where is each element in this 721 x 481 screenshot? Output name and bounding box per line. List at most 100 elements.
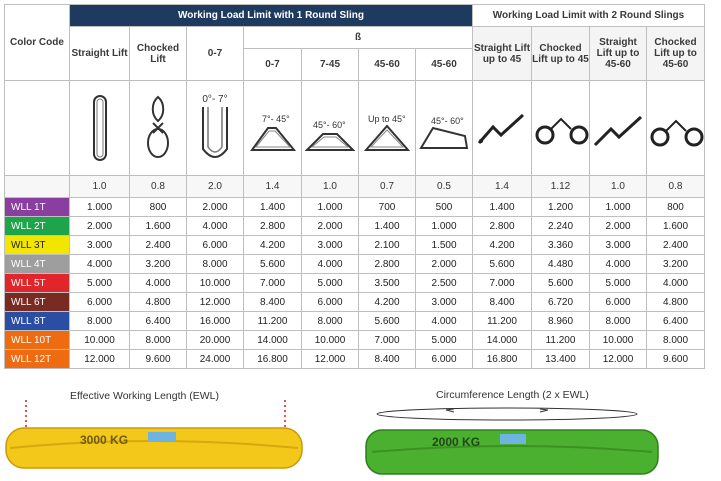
angle-up-to-45-label: Up to 45°: [368, 114, 406, 124]
beta-45-60-header-a: 45-60: [358, 48, 416, 81]
factor-cell: 2.0: [186, 175, 244, 198]
one-sling-header: Working Load Limit with 1 Round Sling: [69, 4, 473, 27]
table-row: WLL 4T 4.000 3.200 8.000 5.600 4.000 2.800 2.00…: [4, 254, 705, 274]
wll-value-cell: 4.480: [531, 254, 590, 274]
wll-value-cell: 12.000: [589, 349, 647, 369]
wll-value-cell: 10.000: [69, 330, 130, 350]
table-row: WLL 3T 3.000 2.400 6.000 4.200 3.000 2.100 1.50…: [4, 235, 705, 255]
factor-cell: 1.4: [472, 175, 532, 198]
wll-value-cell: 8.000: [129, 330, 187, 350]
chocked-up-to-45-60-header: Chocked Lift up to 45-60: [646, 26, 705, 81]
color-code-cell: WLL 6T: [4, 292, 70, 312]
wll-value-cell: 4.000: [69, 254, 130, 274]
chocked-up-to-45-header: Chocked Lift up to 45: [531, 26, 590, 81]
wll-value-cell: 3.000: [415, 292, 473, 312]
table-row: WLL 1T 1.000 800 2.000 1.400 1.000 700 500 1.400…: [4, 197, 705, 217]
wll-value-cell: 500: [415, 197, 473, 217]
wll-value-cell: 13.400: [531, 349, 590, 369]
wll-value-cell: 8.400: [243, 292, 302, 312]
wll-value-cell: 6.000: [415, 349, 473, 369]
wll-value-cell: 6.720: [531, 292, 590, 312]
table-row: WLL 10T 10.000 8.000 20.000 14.000 10.000 7.00…: [4, 330, 705, 350]
factor-cell: 1.4: [243, 175, 302, 198]
basket-45-60-icon: 45°- 60°: [301, 80, 359, 176]
empty-icon-cell: [4, 80, 70, 176]
wll-value-cell: 6.000: [301, 292, 359, 312]
factor-cell: 0.8: [129, 175, 187, 198]
wll-value-cell: 4.000: [589, 254, 647, 274]
ewl-label: Effective Working Length (EWL): [70, 390, 220, 402]
basket-0-7-icon: 0°- 7°: [186, 80, 244, 176]
wll-value-cell: 2.000: [415, 254, 473, 274]
wll-value-cell: 5.600: [472, 254, 532, 274]
wll-value-cell: 2.800: [472, 216, 532, 236]
wll-value-cell: 5.000: [301, 273, 359, 293]
wll-value-cell: 3.360: [531, 235, 590, 255]
green-sling-illustration: 2000 KG: [365, 407, 659, 475]
color-code-cell: WLL 3T: [4, 235, 70, 255]
wll-value-cell: 6.000: [186, 235, 244, 255]
wll-value-cell: 2.400: [646, 235, 705, 255]
angle-45-60-label: 45°- 60°: [313, 120, 346, 130]
wll-value-cell: 8.400: [358, 349, 416, 369]
wll-value-cell: 10.000: [589, 330, 647, 350]
wll-value-cell: 4.000: [646, 273, 705, 293]
wll-value-cell: 10.000: [301, 330, 359, 350]
two-sling-straight-45-60-icon: [589, 80, 647, 176]
wll-value-cell: 2.000: [186, 197, 244, 217]
two-sling-straight-45-icon: [472, 80, 532, 176]
wll-value-cell: 3.200: [646, 254, 705, 274]
wll-value-cell: 1.400: [472, 197, 532, 217]
wll-value-cell: 9.600: [129, 349, 187, 369]
wll-value-cell: 2.000: [301, 216, 359, 236]
wll-value-cell: 12.000: [69, 349, 130, 369]
wll-value-cell: 7.000: [472, 273, 532, 293]
table-row: WLL 5T 5.000 4.000 10.000 7.000 5.000 3.500 2.5…: [4, 273, 705, 293]
wll-value-cell: 2.400: [129, 235, 187, 255]
wll-value-cell: 3.000: [69, 235, 130, 255]
wll-value-cell: 2.800: [358, 254, 416, 274]
straight-up-to-45-60-header: Straight Lift up to 45-60: [589, 26, 647, 81]
wll-value-cell: 3.500: [358, 273, 416, 293]
wll-value-cell: 8.000: [69, 311, 130, 331]
wll-value-cell: 4.000: [186, 216, 244, 236]
wll-value-cell: 1.000: [589, 197, 647, 217]
factor-cell: 0.8: [646, 175, 705, 198]
factor-cell: 1.12: [531, 175, 590, 198]
wll-table: Color Code Working Load Limit with 1 Rou…: [4, 4, 705, 369]
wll-value-cell: 5.000: [415, 330, 473, 350]
table-row: WLL 2T 2.000 1.600 4.000 2.800 2.000 1.400 1.00…: [4, 216, 705, 236]
wll-value-cell: 8.000: [186, 254, 244, 274]
factor-row: 1.0 0.8 2.0 1.4 1.0 0.7 0.5 1.4 1.12 1.0…: [4, 175, 705, 198]
wll-value-cell: 800: [129, 197, 187, 217]
wll-value-cell: 8.000: [301, 311, 359, 331]
wll-value-cell: 5.600: [531, 273, 590, 293]
wll-value-cell: 2.500: [415, 273, 473, 293]
wll-value-cell: 16.800: [472, 349, 532, 369]
factor-cell: 0.5: [415, 175, 473, 198]
wll-value-cell: 5.000: [589, 273, 647, 293]
wll-value-cell: 4.800: [646, 292, 705, 312]
beta-7-45-header: 7-45: [301, 48, 359, 81]
factor-cell: 1.0: [589, 175, 647, 198]
basket-45-60-icon-b: 45°- 60°: [415, 80, 473, 176]
wll-value-cell: 6.000: [69, 292, 130, 312]
wll-value-cell: 1.000: [69, 197, 130, 217]
beta-45-60-header-b: 45-60: [415, 48, 473, 81]
wll-value-cell: 800: [646, 197, 705, 217]
wll-value-cell: 8.000: [646, 330, 705, 350]
wll-value-cell: 1.400: [358, 216, 416, 236]
wll-value-cell: 2.240: [531, 216, 590, 236]
wll-value-cell: 1.000: [415, 216, 473, 236]
chocked-lift-icon: [129, 80, 187, 176]
wll-value-cell: 6.000: [589, 292, 647, 312]
wll-value-cell: 24.000: [186, 349, 244, 369]
wll-value-cell: 1.000: [301, 197, 359, 217]
wll-value-cell: 12.000: [301, 349, 359, 369]
angle-7-45-label: 7°- 45°: [262, 114, 290, 124]
wll-value-cell: 4.800: [129, 292, 187, 312]
chocked-lift-header: Chocked Lift: [129, 26, 187, 81]
wll-value-cell: 2.000: [69, 216, 130, 236]
basket-up-to-45-icon: Up to 45°: [358, 80, 416, 176]
wll-value-cell: 11.200: [243, 311, 302, 331]
